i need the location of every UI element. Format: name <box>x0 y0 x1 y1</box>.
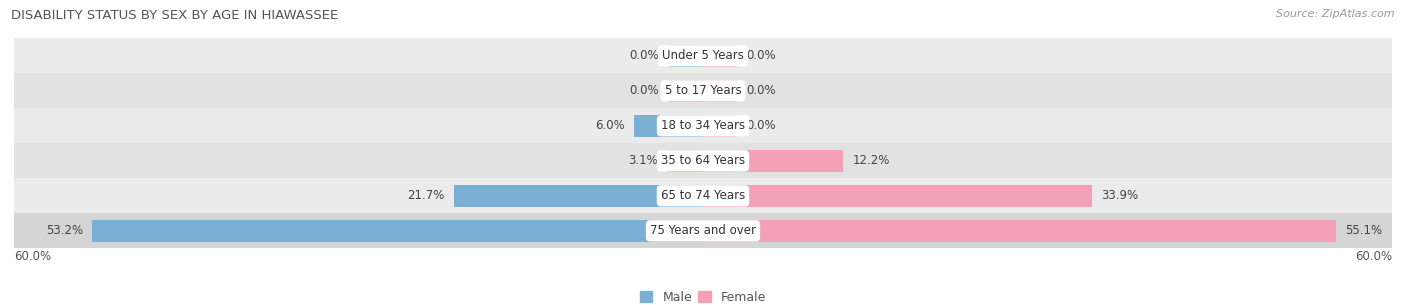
Text: 6.0%: 6.0% <box>595 119 624 132</box>
Bar <box>703 45 738 67</box>
Bar <box>703 150 844 172</box>
Text: Under 5 Years: Under 5 Years <box>662 49 744 62</box>
Bar <box>703 220 1336 242</box>
Text: 33.9%: 33.9% <box>1101 189 1139 202</box>
Text: 53.2%: 53.2% <box>46 224 83 237</box>
Bar <box>703 115 738 137</box>
Text: 5 to 17 Years: 5 to 17 Years <box>665 84 741 97</box>
Text: 60.0%: 60.0% <box>14 250 51 263</box>
Text: 60.0%: 60.0% <box>1355 250 1392 263</box>
Text: 75 Years and over: 75 Years and over <box>650 224 756 237</box>
Bar <box>93 220 703 242</box>
Text: 21.7%: 21.7% <box>408 189 444 202</box>
Text: 55.1%: 55.1% <box>1346 224 1382 237</box>
Bar <box>14 143 1392 178</box>
Bar <box>14 178 1392 213</box>
Text: 0.0%: 0.0% <box>630 49 659 62</box>
Text: 3.1%: 3.1% <box>628 154 658 167</box>
Text: DISABILITY STATUS BY SEX BY AGE IN HIAWASSEE: DISABILITY STATUS BY SEX BY AGE IN HIAWA… <box>11 9 339 22</box>
Bar <box>669 45 703 67</box>
Text: 0.0%: 0.0% <box>630 84 659 97</box>
Bar <box>14 108 1392 143</box>
Bar <box>14 38 1392 73</box>
Text: 18 to 34 Years: 18 to 34 Years <box>661 119 745 132</box>
Bar <box>703 80 738 102</box>
Bar <box>634 115 703 137</box>
Text: 65 to 74 Years: 65 to 74 Years <box>661 189 745 202</box>
Bar <box>703 185 1092 207</box>
Bar <box>454 185 703 207</box>
Legend: Male, Female: Male, Female <box>640 291 766 304</box>
Text: 12.2%: 12.2% <box>852 154 890 167</box>
Text: 0.0%: 0.0% <box>747 49 776 62</box>
Text: Source: ZipAtlas.com: Source: ZipAtlas.com <box>1277 9 1395 19</box>
Text: 35 to 64 Years: 35 to 64 Years <box>661 154 745 167</box>
Bar <box>14 73 1392 108</box>
Bar <box>668 150 703 172</box>
Text: 0.0%: 0.0% <box>747 119 776 132</box>
Text: 0.0%: 0.0% <box>747 84 776 97</box>
Bar <box>669 80 703 102</box>
Bar <box>14 214 1392 248</box>
